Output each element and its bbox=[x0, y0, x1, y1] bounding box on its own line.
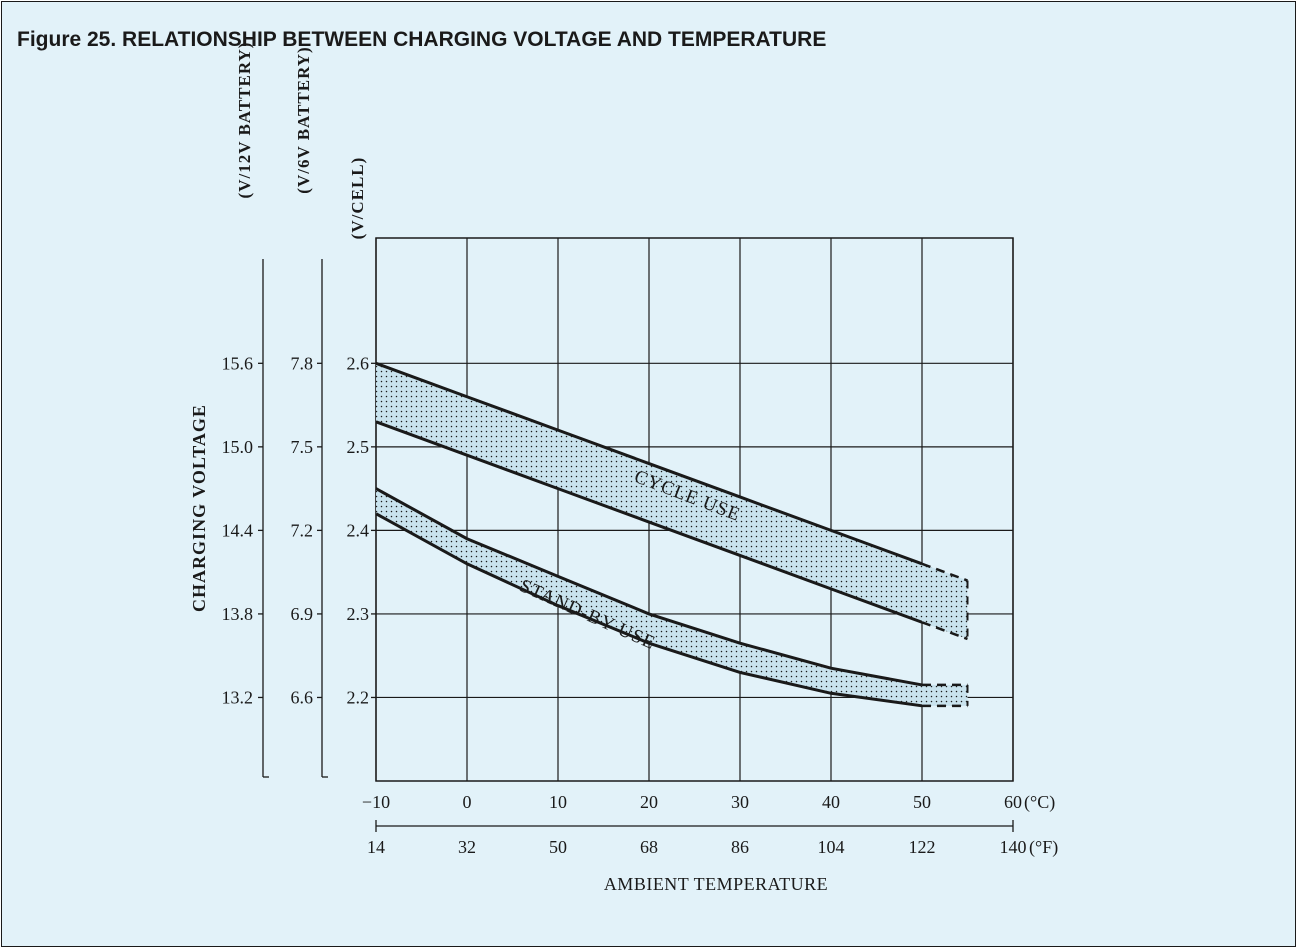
y-tick-label-2-0: 2.6 bbox=[347, 353, 370, 373]
x-tick-label-f-0: 14 bbox=[367, 837, 385, 857]
x-unit-f: (°F) bbox=[1029, 837, 1058, 858]
axes: 15.6 15.0 14.4 13.8 13.2 (V/12V BATTERY) 7.8 7.… bbox=[189, 42, 1058, 894]
band-0 bbox=[376, 363, 922, 623]
x-tick-label-f-4: 86 bbox=[731, 837, 749, 857]
band-0-lower-line bbox=[375, 420, 923, 624]
y-tick-label-0-3: 13.8 bbox=[222, 604, 254, 624]
y-tick-label-1-2: 7.2 bbox=[291, 520, 314, 540]
x-tick-label-f-2: 50 bbox=[549, 837, 567, 857]
x-tick-label-c-1: 0 bbox=[463, 792, 472, 812]
y-axis-title-2: (V/CELL) bbox=[348, 157, 367, 240]
x-tick-label-f-3: 68 bbox=[640, 837, 658, 857]
band-1-extension bbox=[922, 684, 968, 706]
y-tick-label-0-1: 15.0 bbox=[222, 437, 254, 457]
y-tick-label-1-0: 7.8 bbox=[291, 353, 314, 373]
x-tick-label-f-5: 104 bbox=[818, 837, 845, 857]
y-tick-label-0-4: 13.2 bbox=[222, 687, 254, 707]
x-tick-label-f-7: 140 bbox=[1000, 837, 1027, 857]
y-tick-label-2-2: 2.4 bbox=[347, 520, 370, 540]
y-tick-label-1-1: 7.5 bbox=[291, 437, 314, 457]
x-tick-label-c-5: 40 bbox=[822, 792, 840, 812]
y-tick-label-2-4: 2.2 bbox=[347, 687, 370, 707]
y-tick-label-2-3: 2.3 bbox=[347, 604, 370, 624]
y-tick-label-0-0: 15.6 bbox=[222, 353, 254, 373]
figure-title: Figure 25. RELATIONSHIP BETWEEN CHARGING… bbox=[17, 28, 827, 51]
band-1-upper-line bbox=[375, 487, 923, 687]
y-axis-title-0: (V/12V BATTERY) bbox=[235, 42, 254, 199]
x-tick-label-f-6: 122 bbox=[909, 837, 936, 857]
y-tick-label-0-2: 14.4 bbox=[222, 520, 254, 540]
y-axis-label: CHARGING VOLTAGE bbox=[189, 404, 209, 612]
x-tick-label-c-7: 60 bbox=[1004, 792, 1022, 812]
x-tick-label-c-0: −10 bbox=[362, 792, 390, 812]
y-tick-label-1-3: 6.9 bbox=[291, 604, 314, 624]
band-1-lower-line bbox=[375, 512, 923, 708]
band-0-ext-lower bbox=[921, 621, 968, 641]
x-axis-label: AMBIENT TEMPERATURE bbox=[604, 874, 828, 894]
x-tick-label-c-6: 50 bbox=[913, 792, 931, 812]
x-unit-c: (°C) bbox=[1024, 792, 1055, 813]
x-tick-label-c-4: 30 bbox=[731, 792, 749, 812]
y-tick-label-1-4: 6.6 bbox=[291, 687, 314, 707]
band-1 bbox=[376, 488, 922, 706]
band-0-upper-line bbox=[375, 361, 923, 566]
band-0-ext-upper bbox=[921, 562, 968, 582]
x-tick-label-c-2: 10 bbox=[549, 792, 567, 812]
x-tick-label-c-3: 20 bbox=[640, 792, 658, 812]
y-axis-title-1: (V/6V BATTERY) bbox=[294, 46, 313, 193]
y-tick-label-2-1: 2.5 bbox=[347, 437, 370, 457]
band-0-extension bbox=[922, 563, 968, 639]
x-tick-label-f-1: 32 bbox=[458, 837, 476, 857]
